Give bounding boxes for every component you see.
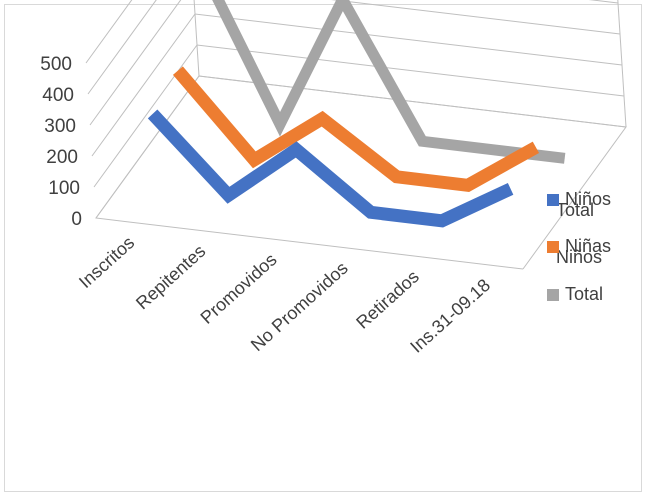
series-line-1 — [178, 71, 536, 186]
x-tick-label: Inscritos — [75, 232, 138, 292]
y-tick-label: 400 — [42, 85, 74, 106]
legend-swatch — [547, 241, 559, 253]
legend-swatch — [547, 289, 559, 301]
y-tick-label: 0 — [71, 209, 82, 230]
legend-label: Total — [565, 284, 603, 304]
legend-label: Niños — [565, 189, 611, 209]
x-tick-label: Promovidos — [197, 249, 281, 327]
back-right-edge — [616, 0, 626, 127]
series-line-2 — [199, 0, 565, 158]
legend-label: Niñas — [565, 236, 611, 256]
x-tick-label: Retirados — [352, 266, 423, 332]
back-left-edge — [189, 0, 199, 76]
series-lines — [153, 0, 565, 221]
y-tick-label: 300 — [44, 116, 76, 137]
y-axis-ticks: 0 100 200 300 400 500 — [40, 54, 82, 230]
x-tick-label: Ins.31-09.18 — [406, 275, 494, 357]
floor-outline — [96, 76, 626, 269]
y-tick-label: 100 — [48, 178, 80, 199]
x-tick-label: Repitentes — [132, 241, 209, 313]
y-tick-label: 500 — [40, 54, 72, 75]
gridline-100 — [94, 45, 624, 187]
legend-swatch — [547, 194, 559, 206]
y-tick-label: 200 — [46, 147, 78, 168]
